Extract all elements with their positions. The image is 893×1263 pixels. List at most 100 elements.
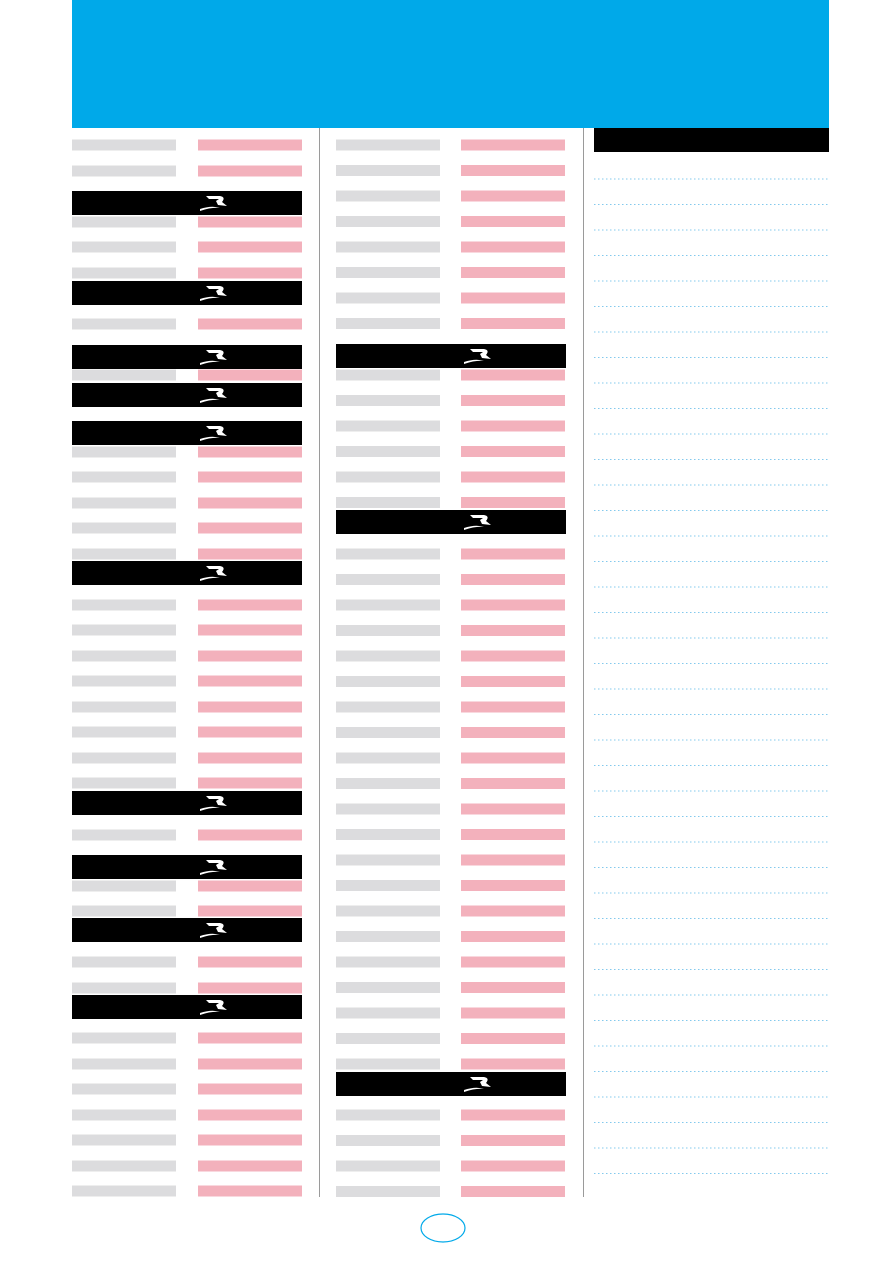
row-label-cell xyxy=(72,522,176,534)
section-logo xyxy=(200,566,227,581)
row-label-cell xyxy=(72,701,176,713)
row-label-cell xyxy=(72,829,176,841)
section-header xyxy=(72,791,302,815)
row-value-cell xyxy=(198,139,302,151)
row-value-cell xyxy=(198,982,302,994)
row-value-cell xyxy=(461,471,565,483)
row-value-cell xyxy=(198,1160,302,1172)
row-value-cell xyxy=(198,1134,302,1146)
row-label-cell xyxy=(72,1032,176,1044)
row-value-cell xyxy=(198,675,302,687)
row-value-cell xyxy=(461,241,565,253)
row-value-cell xyxy=(198,446,302,458)
row-label-cell xyxy=(336,292,440,304)
row-label-cell xyxy=(72,1134,176,1146)
section-header xyxy=(72,421,302,445)
row-value-cell xyxy=(198,165,302,177)
row-label-cell xyxy=(72,165,176,177)
section-header xyxy=(72,995,302,1019)
section-logo xyxy=(200,350,227,365)
row-value-cell xyxy=(461,854,565,866)
section-header xyxy=(336,1072,566,1096)
row-label-cell xyxy=(72,956,176,968)
row-label-cell xyxy=(72,880,176,892)
row-value-cell xyxy=(461,1007,565,1019)
row-value-cell xyxy=(461,1135,565,1146)
section-header xyxy=(336,344,566,368)
row-label-cell xyxy=(72,548,176,560)
section-logo xyxy=(464,349,491,364)
row-value-cell xyxy=(461,292,565,304)
row-value-cell xyxy=(198,726,302,738)
row-label-cell xyxy=(336,625,440,636)
section-header xyxy=(72,383,302,407)
row-label-cell xyxy=(336,778,440,789)
row-label-cell xyxy=(72,446,176,458)
row-value-cell xyxy=(461,701,565,713)
row-label-cell xyxy=(72,497,176,509)
row-value-cell xyxy=(461,216,565,227)
row-value-cell xyxy=(198,752,302,764)
row-value-cell xyxy=(198,905,302,917)
row-label-cell xyxy=(72,267,176,279)
row-label-cell xyxy=(72,369,176,381)
row-value-cell xyxy=(198,777,302,789)
row-label-cell xyxy=(336,369,440,381)
row-label-cell xyxy=(336,599,440,611)
row-value-cell xyxy=(198,241,302,253)
row-value-cell xyxy=(461,574,565,585)
row-label-cell xyxy=(72,1185,176,1197)
row-value-cell xyxy=(461,395,565,406)
row-value-cell xyxy=(461,1186,565,1197)
row-value-cell xyxy=(461,650,565,662)
row-value-cell xyxy=(461,139,565,151)
row-value-cell xyxy=(198,829,302,841)
row-label-cell xyxy=(72,599,176,611)
row-label-cell xyxy=(336,727,440,738)
row-value-cell xyxy=(461,1058,565,1070)
row-label-cell xyxy=(72,726,176,738)
row-label-cell xyxy=(72,777,176,789)
row-label-cell xyxy=(72,241,176,253)
row-label-cell xyxy=(336,1160,440,1172)
section-logo xyxy=(464,1077,491,1092)
row-label-cell xyxy=(72,650,176,662)
row-value-cell xyxy=(461,778,565,789)
section-logo xyxy=(200,426,227,441)
row-value-cell xyxy=(461,829,565,840)
row-value-cell xyxy=(198,318,302,330)
row-value-cell xyxy=(461,446,565,457)
row-value-cell xyxy=(461,676,565,687)
section-logo xyxy=(200,860,227,875)
row-value-cell xyxy=(198,497,302,509)
row-label-cell xyxy=(72,675,176,687)
row-value-cell xyxy=(461,931,565,942)
row-value-cell xyxy=(461,267,565,278)
row-label-cell xyxy=(336,1186,440,1197)
row-value-cell xyxy=(461,165,565,176)
row-value-cell xyxy=(461,420,565,432)
row-label-cell xyxy=(336,956,440,968)
section-header xyxy=(72,345,302,369)
row-label-cell xyxy=(336,497,440,508)
header-band xyxy=(72,0,829,128)
side-header xyxy=(594,128,829,152)
row-label-cell xyxy=(336,880,440,891)
row-value-cell xyxy=(461,905,565,917)
row-value-cell xyxy=(198,956,302,968)
row-label-cell xyxy=(336,318,440,329)
row-value-cell xyxy=(461,625,565,636)
row-label-cell xyxy=(72,905,176,917)
row-value-cell xyxy=(461,548,565,560)
section-header xyxy=(72,918,302,942)
row-value-cell xyxy=(198,522,302,534)
row-label-cell xyxy=(72,1083,176,1095)
row-value-cell xyxy=(461,190,565,202)
row-value-cell xyxy=(461,497,565,508)
row-value-cell xyxy=(198,599,302,611)
section-header xyxy=(72,191,302,215)
row-label-cell xyxy=(336,803,440,815)
row-value-cell xyxy=(461,752,565,764)
row-label-cell xyxy=(336,139,440,151)
